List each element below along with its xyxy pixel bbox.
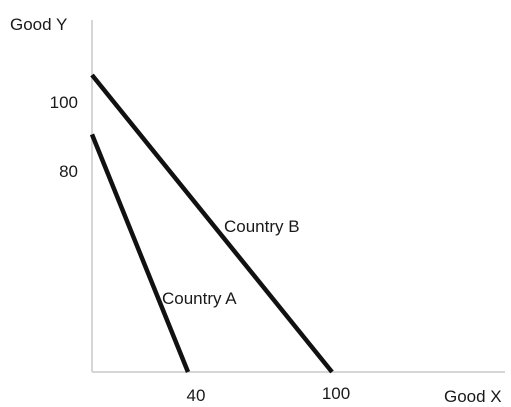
y-tick-label-80: 80 <box>59 162 78 181</box>
y-tick-label-100: 100 <box>50 93 78 112</box>
country-a-line <box>89 133 191 373</box>
x-tick-label-40: 40 <box>187 386 206 405</box>
country-b-line <box>90 73 334 374</box>
country-b-label: Country B <box>224 217 300 236</box>
country-a-label: Country A <box>162 289 237 308</box>
x-axis-title: Good X <box>444 387 502 406</box>
x-tick-label-100: 100 <box>322 384 350 403</box>
y-axis-title: Good Y <box>10 15 67 34</box>
